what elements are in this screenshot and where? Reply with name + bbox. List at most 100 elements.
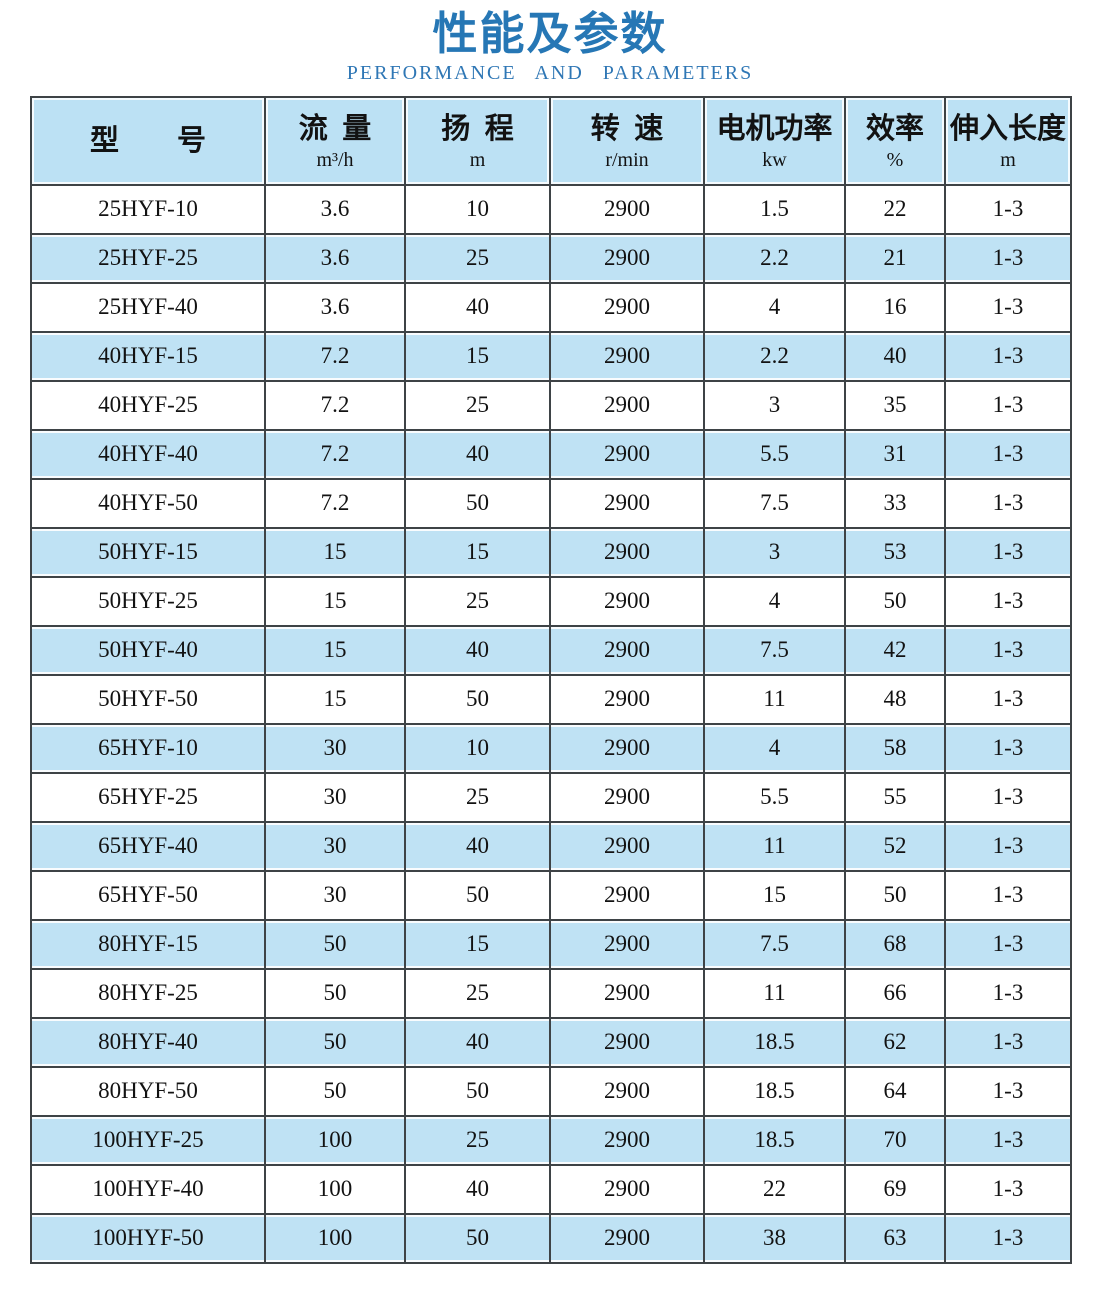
- header-unit: m: [469, 148, 486, 171]
- table-row: 40HYF-15 7.2 15 2900 2.2 40 1-3: [30, 330, 1072, 382]
- table-row: 50HYF-40 15 40 2900 7.5 42 1-3: [30, 624, 1072, 676]
- model-cell: 40HYF-40: [30, 428, 266, 480]
- value-cell: 1-3: [944, 1114, 1072, 1166]
- model-cell: 65HYF-10: [30, 722, 266, 774]
- value-cell: 40: [404, 624, 551, 676]
- value-cell: 42: [844, 624, 946, 676]
- value-cell: 18.5: [703, 1016, 846, 1068]
- value-cell: 1-3: [944, 477, 1072, 529]
- value-cell: 62: [844, 1016, 946, 1068]
- header-label: 效率: [865, 112, 924, 145]
- value-cell: 30: [264, 771, 406, 823]
- value-cell: 50: [264, 967, 406, 1019]
- model-cell: 40HYF-15: [30, 330, 266, 382]
- model-cell: 50HYF-40: [30, 624, 266, 676]
- model-cell: 80HYF-15: [30, 918, 266, 970]
- header-label: 电机功率: [716, 112, 833, 145]
- model-cell: 100HYF-40: [30, 1163, 266, 1215]
- value-cell: 2900: [549, 820, 705, 872]
- model-cell: 25HYF-10: [30, 183, 266, 235]
- value-cell: 7.5: [703, 624, 846, 676]
- table-row: 40HYF-25 7.2 25 2900 3 35 1-3: [30, 379, 1072, 431]
- value-cell: 100: [264, 1212, 406, 1264]
- table-row: 100HYF-40 100 40 2900 22 69 1-3: [30, 1163, 1072, 1215]
- table-row: 25HYF-10 3.6 10 2900 1.5 22 1-3: [30, 183, 1072, 235]
- value-cell: 1-3: [944, 1212, 1072, 1264]
- value-cell: 2900: [549, 575, 705, 627]
- value-cell: 25: [404, 967, 551, 1019]
- table-row: 65HYF-10 30 10 2900 4 58 1-3: [30, 722, 1072, 774]
- value-cell: 1.5: [703, 183, 846, 235]
- value-cell: 1-3: [944, 1163, 1072, 1215]
- value-cell: 10: [404, 722, 551, 774]
- value-cell: 2900: [549, 1065, 705, 1117]
- table-row: 100HYF-25 100 25 2900 18.5 70 1-3: [30, 1114, 1072, 1166]
- value-cell: 11: [703, 967, 846, 1019]
- value-cell: 2900: [549, 183, 705, 235]
- header-label: 伸入长度: [949, 112, 1066, 145]
- header-unit: r/min: [605, 148, 649, 171]
- value-cell: 10: [404, 183, 551, 235]
- value-cell: 2900: [549, 918, 705, 970]
- value-cell: 15: [404, 526, 551, 578]
- value-cell: 7.5: [703, 477, 846, 529]
- header-label: 型 号: [89, 124, 206, 157]
- value-cell: 25: [404, 232, 551, 284]
- model-cell: 100HYF-50: [30, 1212, 266, 1264]
- value-cell: 2900: [549, 526, 705, 578]
- value-cell: 22: [703, 1163, 846, 1215]
- value-cell: 50: [404, 477, 551, 529]
- table-row: 25HYF-25 3.6 25 2900 2.2 21 1-3: [30, 232, 1072, 284]
- value-cell: 48: [844, 673, 946, 725]
- table-body: 25HYF-10 3.6 10 2900 1.5 22 1-3 25HYF-25 3.6 25 29…: [30, 183, 1072, 1264]
- value-cell: 58: [844, 722, 946, 774]
- table-row: 65HYF-40 30 40 2900 11 52 1-3: [30, 820, 1072, 872]
- value-cell: 52: [844, 820, 946, 872]
- header-cell-4: 电机功率 kw: [703, 95, 846, 186]
- value-cell: 2900: [549, 379, 705, 431]
- value-cell: 55: [844, 771, 946, 823]
- value-cell: 1-3: [944, 624, 1072, 676]
- value-cell: 21: [844, 232, 946, 284]
- value-cell: 2900: [549, 967, 705, 1019]
- value-cell: 3.6: [264, 232, 406, 284]
- value-cell: 50: [844, 869, 946, 921]
- value-cell: 3.6: [264, 281, 406, 333]
- header-label: 转 速: [590, 112, 664, 145]
- value-cell: 68: [844, 918, 946, 970]
- value-cell: 1-3: [944, 232, 1072, 284]
- model-cell: 100HYF-25: [30, 1114, 266, 1166]
- table-row: 50HYF-25 15 25 2900 4 50 1-3: [30, 575, 1072, 627]
- value-cell: 40: [844, 330, 946, 382]
- value-cell: 1-3: [944, 379, 1072, 431]
- value-cell: 53: [844, 526, 946, 578]
- value-cell: 15: [703, 869, 846, 921]
- value-cell: 30: [264, 820, 406, 872]
- value-cell: 66: [844, 967, 946, 1019]
- value-cell: 64: [844, 1065, 946, 1117]
- value-cell: 25: [404, 379, 551, 431]
- value-cell: 69: [844, 1163, 946, 1215]
- value-cell: 7.2: [264, 330, 406, 382]
- value-cell: 25: [404, 1114, 551, 1166]
- table-row: 80HYF-40 50 40 2900 18.5 62 1-3: [30, 1016, 1072, 1068]
- header-unit: kw: [762, 148, 787, 171]
- value-cell: 40: [404, 1016, 551, 1068]
- header-cell-2: 扬 程 m: [404, 95, 551, 186]
- table-row: 65HYF-25 30 25 2900 5.5 55 1-3: [30, 771, 1072, 823]
- table-row: 80HYF-25 50 25 2900 11 66 1-3: [30, 967, 1072, 1019]
- value-cell: 1-3: [944, 526, 1072, 578]
- value-cell: 30: [264, 869, 406, 921]
- value-cell: 30: [264, 722, 406, 774]
- page-title: 性能及参数: [432, 8, 668, 59]
- value-cell: 100: [264, 1163, 406, 1215]
- value-cell: 2900: [549, 673, 705, 725]
- value-cell: 5.5: [703, 428, 846, 480]
- value-cell: 15: [404, 330, 551, 382]
- value-cell: 18.5: [703, 1065, 846, 1117]
- value-cell: 1-3: [944, 1016, 1072, 1068]
- value-cell: 1-3: [944, 771, 1072, 823]
- value-cell: 1-3: [944, 869, 1072, 921]
- model-cell: 80HYF-40: [30, 1016, 266, 1068]
- table-row: 25HYF-40 3.6 40 2900 4 16 1-3: [30, 281, 1072, 333]
